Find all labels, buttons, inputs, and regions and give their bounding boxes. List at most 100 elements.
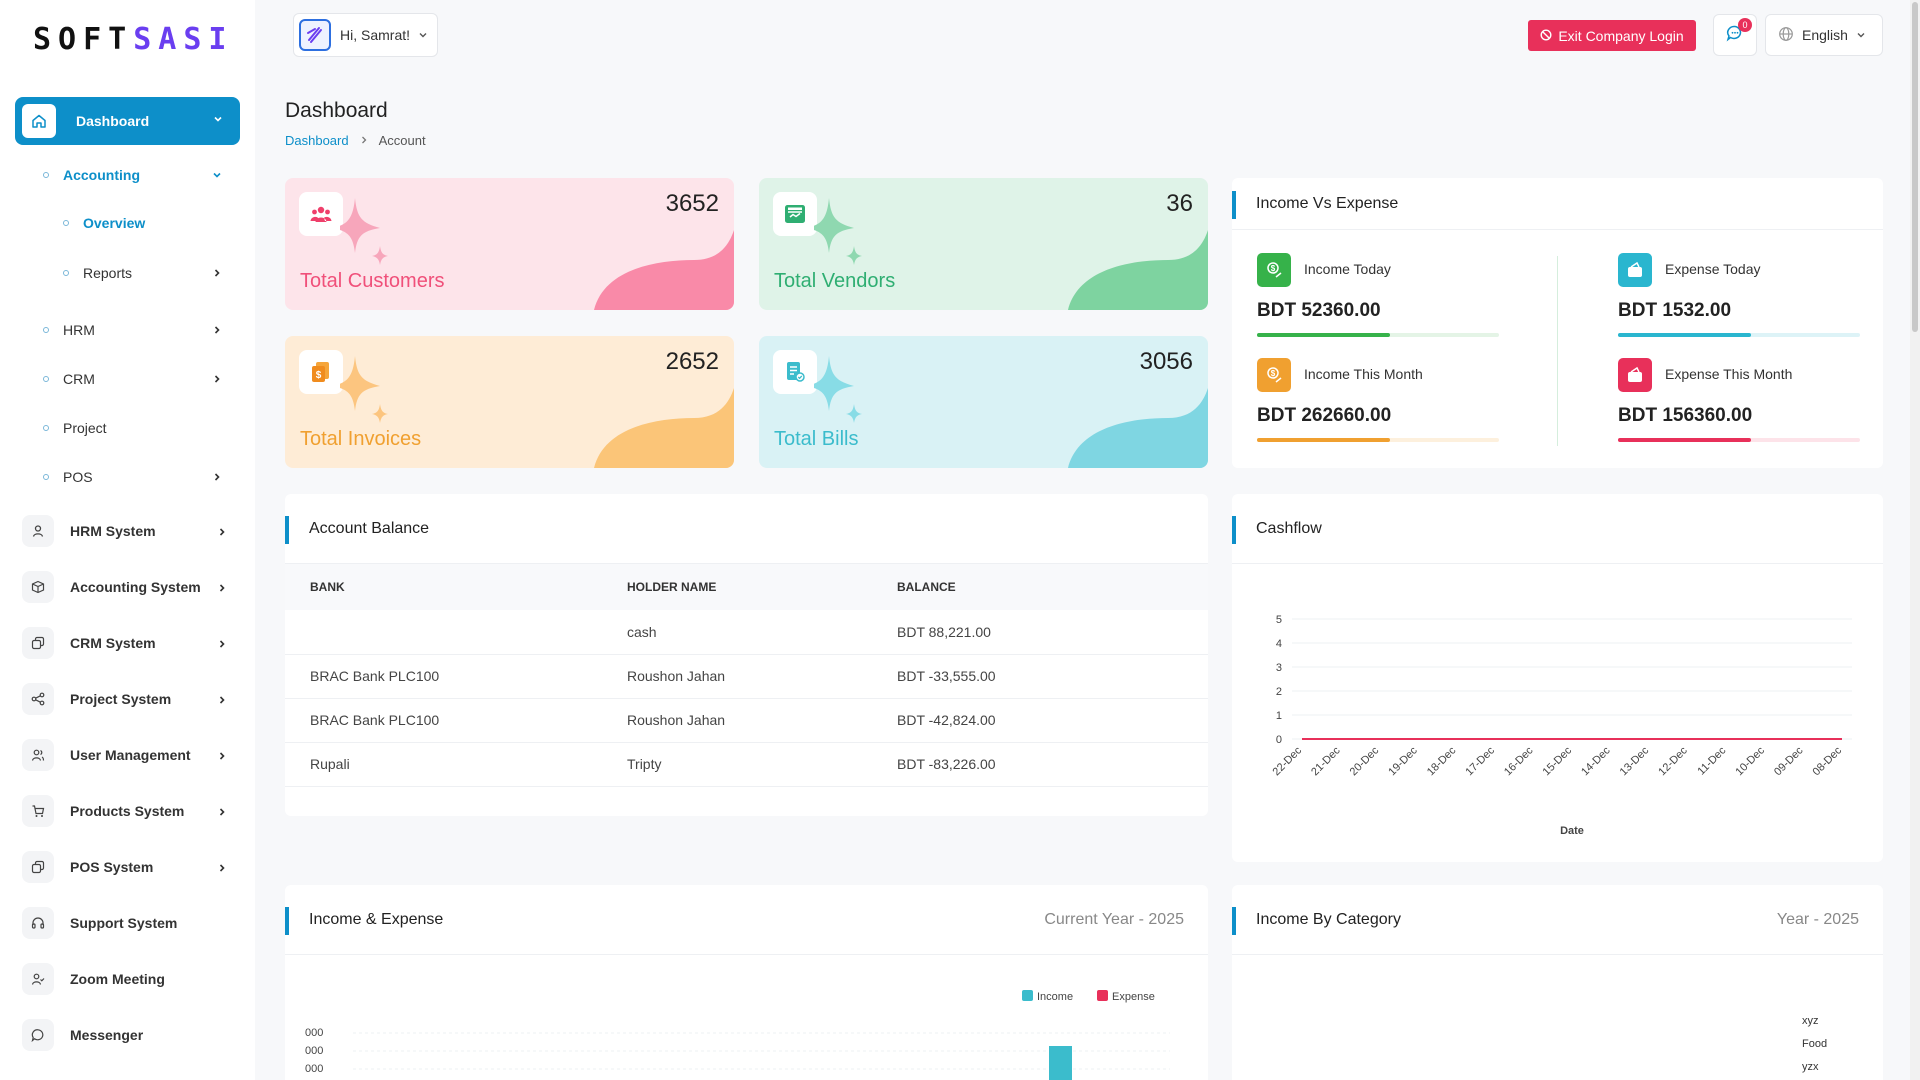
panel-header: Cashflow — [1232, 494, 1883, 564]
account-balance-panel: Account Balance BANK HOLDER NAME BALANCE… — [285, 494, 1208, 816]
table-row: BRAC Bank PLC100 Roushon Jahan BDT -33,5… — [285, 654, 1208, 699]
x-tick-label: 22-Dec — [1271, 744, 1305, 778]
sidebar-item-crm[interactable]: CRM — [43, 367, 223, 391]
item-label: Income Today — [1304, 261, 1391, 277]
sidebar-item-accounting[interactable]: Accounting — [43, 163, 223, 187]
breadcrumb-home[interactable]: Dashboard — [285, 133, 349, 148]
headset-icon — [22, 907, 54, 939]
sidebar-item-products-system[interactable]: Products System — [22, 795, 228, 827]
users-icon — [22, 739, 54, 771]
x-tick-label: 16-Dec — [1502, 744, 1536, 778]
sidebar-item-hrm-system[interactable]: HRM System — [22, 515, 228, 547]
sidebar-item-overview[interactable]: Overview — [63, 211, 223, 235]
progress-track — [1618, 438, 1860, 442]
progress-track — [1257, 333, 1499, 337]
bullet-icon — [63, 270, 69, 276]
sidebar-item-support-system[interactable]: Support System — [22, 907, 228, 939]
sidebar-item-label: Reports — [83, 265, 133, 281]
y-tick-label: 2 — [1276, 686, 1282, 698]
panel-title: Income & Expense — [309, 911, 444, 928]
holder-cell: Tripty — [627, 742, 897, 787]
table-header-row: BANK HOLDER NAME BALANCE — [285, 564, 1208, 610]
stat-value: 3652 — [665, 190, 719, 217]
sidebar-item-zoom-meeting[interactable]: Zoom Meeting — [22, 963, 228, 995]
y-tick-label: 4 — [1276, 638, 1282, 650]
sidebar-item-pos[interactable]: POS — [43, 465, 223, 489]
sidebar-item-messenger[interactable]: Messenger — [22, 1019, 228, 1051]
sidebar-item-pos-system[interactable]: POS System — [22, 851, 228, 883]
bullet-icon — [43, 172, 49, 178]
sidebar-item-dashboard[interactable]: Dashboard — [15, 97, 240, 145]
table-row: Rupali Tripty BDT -83,226.00 — [285, 742, 1208, 787]
bullet-icon — [43, 425, 49, 431]
balance-cell: BDT -33,555.00 — [897, 654, 1208, 699]
x-axis-label: Date — [1560, 825, 1584, 837]
x-tick-label: 20-Dec — [1348, 744, 1382, 778]
sparkle-icon — [340, 356, 388, 423]
sidebar-item-label: Dashboard — [76, 113, 150, 129]
bullet-icon — [43, 327, 49, 333]
sidebar-item-project-system[interactable]: Project System — [22, 683, 228, 715]
notifications-button[interactable]: 0 — [1713, 14, 1757, 56]
sidebar-item-label: Zoom Meeting — [70, 971, 165, 987]
x-tick-label: 12-Dec — [1656, 744, 1690, 778]
item-label: Expense This Month — [1665, 366, 1793, 382]
bill-icon — [773, 350, 817, 394]
x-tick-label: 18-Dec — [1425, 744, 1459, 778]
user-menu-button[interactable]: Hi, Samrat! — [293, 13, 438, 57]
progress-fill — [1618, 333, 1752, 337]
chevron-down-icon — [211, 168, 223, 184]
legend-label: Income — [1037, 991, 1073, 1003]
brand-logo[interactable]: SOFTSASI — [33, 22, 234, 57]
sidebar-item-reports[interactable]: Reports — [63, 261, 223, 285]
sidebar-item-label: Project — [63, 420, 107, 436]
item-value: BDT 1532.00 — [1618, 300, 1732, 321]
scrollbar-thumb[interactable] — [1912, 2, 1918, 332]
item-label: Income This Month — [1304, 366, 1423, 382]
sidebar-item-user-management[interactable]: User Management — [22, 739, 228, 771]
y-tick-label: 000 — [305, 1027, 323, 1039]
sidebar-item-project[interactable]: Project — [43, 416, 223, 440]
stat-card-bills[interactable]: 3056 Total Bills — [759, 336, 1208, 468]
income-this-month-item: $ Income This Month BDT 262660.00 — [1257, 358, 1502, 442]
bank-cell: BRAC Bank PLC100 — [285, 654, 627, 699]
sidebar-item-hrm[interactable]: HRM — [43, 318, 223, 342]
exit-company-login-button[interactable]: Exit Company Login — [1528, 20, 1696, 51]
table-row: BRAC Bank PLC100 Roushon Jahan BDT -42,8… — [285, 698, 1208, 743]
stat-card-invoices[interactable]: $ 2652 Total Invoices — [285, 336, 734, 468]
sparkle-icon — [814, 198, 862, 265]
sidebar-item-label: POS System — [70, 859, 154, 875]
legend-item: xyz — [1802, 1015, 1819, 1027]
x-tick-label: 13-Dec — [1618, 744, 1652, 778]
bullet-icon — [43, 376, 49, 382]
sidebar-item-label: User Management — [70, 747, 191, 763]
sidebar-item-label: Project System — [70, 691, 172, 707]
language-select[interactable]: English — [1765, 14, 1883, 56]
item-value: BDT 156360.00 — [1618, 405, 1753, 426]
sidebar-item-crm-system[interactable]: CRM System — [22, 627, 228, 659]
income-by-category-panel: Income By Category Year - 2025 xyz Food … — [1232, 885, 1883, 1080]
balance-cell: BDT -83,226.00 — [897, 742, 1208, 787]
page-scrollbar[interactable] — [1910, 0, 1920, 1080]
home-icon — [22, 104, 56, 138]
sidebar-item-label: HRM — [63, 322, 95, 338]
sidebar-item-accounting-system[interactable]: Accounting System — [22, 571, 228, 603]
language-label: English — [1802, 27, 1848, 43]
stat-card-vendors[interactable]: 36 Total Vendors — [759, 178, 1208, 310]
wallet-icon — [1618, 253, 1652, 287]
holder-cell: Roushon Jahan — [627, 698, 897, 743]
period-label: Year - 2025 — [1776, 911, 1859, 928]
y-tick-label: 0 — [1276, 734, 1282, 746]
sidebar-item-label: POS — [63, 469, 93, 485]
x-tick-label: 21-Dec — [1309, 744, 1343, 778]
stat-card-customers[interactable]: 3652 Total Customers — [285, 178, 734, 310]
sidebar-item-label: Overview — [83, 215, 146, 231]
page-title: Dashboard — [285, 99, 388, 122]
breadcrumb-current: Account — [378, 133, 426, 148]
panel-header: Income Vs Expense — [1232, 178, 1883, 230]
box-icon — [22, 571, 54, 603]
sidebar-item-label: CRM — [63, 371, 95, 387]
income-expense-chart: Income Expense 000 000 000 — [305, 990, 1170, 1080]
sidebar-item-label: CRM System — [70, 635, 156, 651]
wave-decoration — [1068, 230, 1208, 310]
